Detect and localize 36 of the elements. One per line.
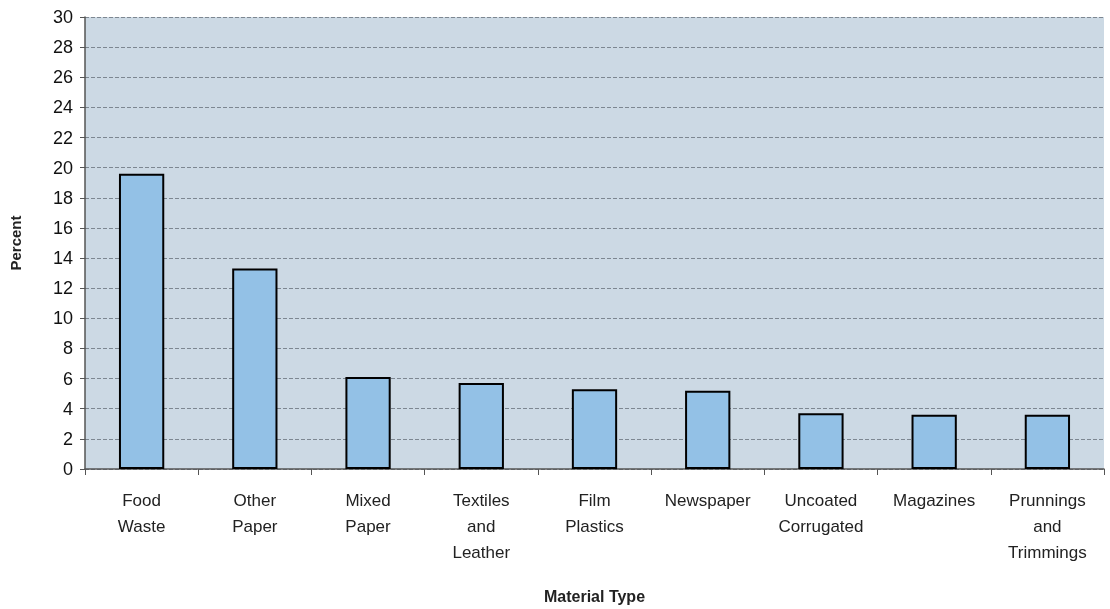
x-tick-label: Mixed Paper [345, 490, 392, 536]
bar [1024, 414, 1071, 469]
y-tick-label: 22 [52, 127, 73, 148]
y-tick-label: 18 [52, 187, 73, 208]
bar [345, 377, 391, 469]
y-tick-label: 30 [52, 7, 73, 27]
bar [458, 383, 504, 469]
y-tick-label: 16 [52, 217, 73, 238]
x-tick-label: Prunnings and Trimmings [1008, 490, 1087, 562]
y-tick-label: 4 [62, 398, 73, 419]
y-tick-label: 8 [62, 338, 73, 359]
x-tick-label: Film Plastics [565, 490, 624, 536]
bar [118, 173, 165, 469]
y-tick-label: 26 [52, 67, 73, 88]
y-tick-label: 14 [52, 248, 73, 269]
y-tick-label: 0 [62, 459, 73, 479]
x-tick-label: Uncoated Corrugated [778, 490, 864, 536]
x-tick-label: Textiles and Leather [452, 490, 511, 562]
x-axis-title: Material Type [543, 587, 646, 605]
y-tick-label: 6 [62, 368, 73, 389]
y-tick-label: 12 [52, 278, 73, 299]
y-axis-title: Percent [7, 215, 24, 271]
x-tick-label: Magazines [893, 490, 976, 510]
y-tick-label: 28 [52, 37, 73, 58]
x-tick-label: Food Waste [117, 490, 166, 536]
bar [911, 414, 957, 469]
bar [798, 413, 844, 469]
bar [232, 268, 278, 469]
x-tick-label: Other Paper [232, 490, 278, 536]
y-tick-label: 24 [52, 97, 73, 118]
y-tick-label: 10 [52, 308, 73, 329]
x-tick-label: Newspaper [664, 490, 752, 510]
bar [685, 390, 731, 469]
bar [571, 389, 618, 469]
y-tick-label: 20 [52, 157, 73, 178]
y-tick-label: 2 [62, 428, 73, 449]
